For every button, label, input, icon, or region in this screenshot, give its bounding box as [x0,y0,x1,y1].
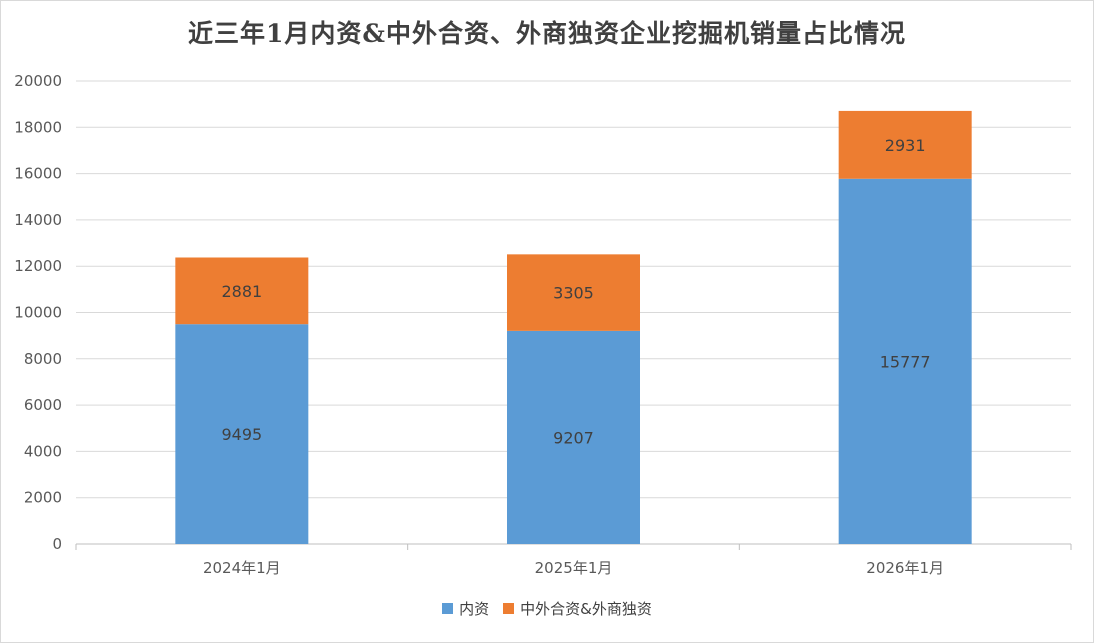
bar-domestic [507,330,640,544]
x-tick-label: 2024年1月 [203,559,281,577]
data-label: 15777 [880,352,931,371]
y-tick-label: 8000 [24,350,62,368]
data-label: 9207 [553,428,594,447]
legend-label-domestic: 内资 [459,600,490,618]
y-tick-label: 14000 [14,211,62,229]
bar-domestic [175,324,309,544]
x-tick-label: 2025年1月 [535,559,613,577]
chart-title: 近三年1月内资&中外合资、外商独资企业挖掘机销量占比情况 [188,19,906,48]
legend-label-foreign: 中外合资&外商独资 [520,600,652,618]
data-label: 9495 [221,425,262,444]
legend-item-domestic: 内资 [442,598,489,619]
y-tick-label: 18000 [14,118,62,136]
chart-legend: 内资 中外合资&外商独资 [0,598,1094,619]
bar-foreign [507,254,640,331]
legend-swatch-domestic [442,603,454,614]
y-tick-label: 4000 [24,442,62,460]
bar-domestic [838,178,972,544]
bar-foreign [175,257,309,325]
data-label: 2931 [885,136,926,155]
legend-swatch-foreign [503,603,515,614]
y-tick-label: 20000 [14,72,62,90]
y-tick-label: 6000 [24,396,62,414]
data-label: 2881 [221,282,262,301]
data-label: 3305 [553,284,594,303]
bar-foreign [838,110,972,179]
y-tick-label: 10000 [14,304,62,322]
y-tick-label: 2000 [24,489,62,507]
y-tick-label: 0 [52,535,62,553]
y-tick-label: 16000 [14,165,62,183]
x-tick-label: 2026年1月 [866,559,944,577]
y-tick-label: 12000 [14,257,62,275]
legend-item-foreign: 中外合资&外商独资 [503,598,652,619]
